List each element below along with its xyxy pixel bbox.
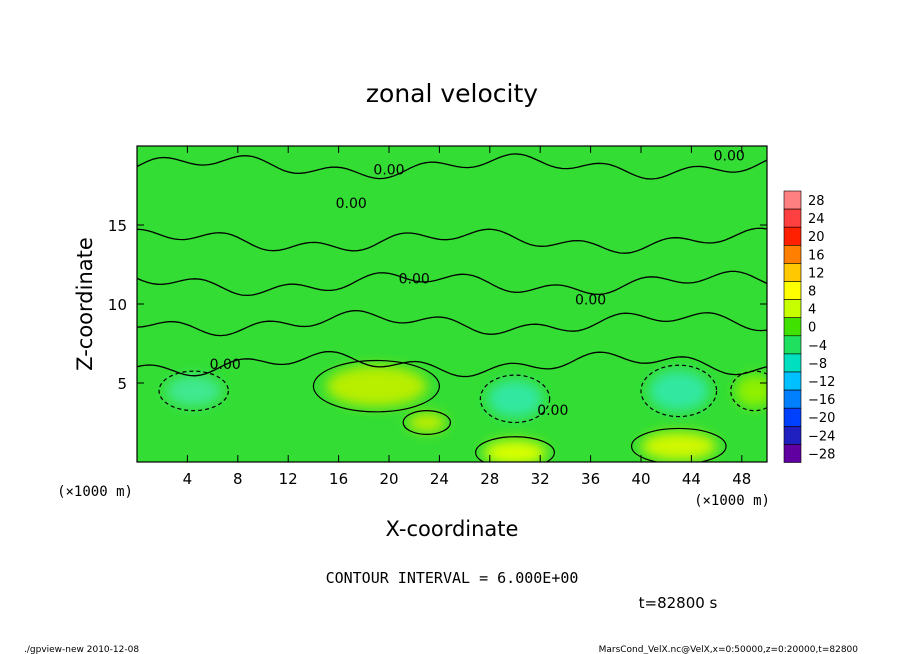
- x-tick-label: 24: [430, 470, 449, 488]
- colorbar-label: 0: [808, 321, 816, 336]
- colorbar-swatch: [783, 245, 802, 264]
- colorbar-label: −28: [808, 447, 835, 462]
- colorbar-swatch: [783, 317, 802, 337]
- x-tick-label: 4: [183, 470, 193, 488]
- y-axis-label: Z-coordinate: [73, 237, 97, 371]
- colorbar-label: 8: [808, 285, 816, 300]
- field-feature-negative: [487, 379, 543, 418]
- contour-line: [137, 350, 767, 378]
- y-tick-label: 5: [117, 375, 127, 393]
- colorbar-swatch: [783, 425, 802, 445]
- colorbar-label: −16: [808, 393, 835, 408]
- contour-loop-positive: [312, 359, 440, 413]
- contour-loop-negative: [479, 374, 551, 424]
- colorbar-swatch: [783, 353, 802, 373]
- field-feature-negative: [648, 370, 710, 412]
- contour-value-label: 0.00: [714, 148, 745, 164]
- x-tick-label: 12: [279, 470, 298, 488]
- x-unit-label-right: (×1000 m): [694, 493, 770, 509]
- y-tick-label: 10: [108, 296, 127, 314]
- colorbar-swatch: [783, 389, 802, 409]
- field-feature-positive: [407, 413, 446, 432]
- contour-interval-text: CONTOUR INTERVAL = 6.000E+00: [326, 569, 579, 587]
- time-text: t=82800 s: [639, 594, 718, 612]
- x-tick-label: 32: [531, 470, 550, 488]
- contour-line: [137, 309, 767, 337]
- contour-value-label: 0.00: [537, 403, 568, 419]
- colorbar-label: 12: [808, 266, 825, 281]
- x-tick-label: 36: [581, 470, 600, 488]
- contour-value-label: 0.00: [210, 357, 241, 373]
- x-tick-label: 8: [233, 470, 243, 488]
- colorbar-swatch: [783, 190, 802, 210]
- footer-right: MarsCond_VelX.nc@VelX,x=0:50000,z=0:2000…: [599, 645, 859, 654]
- field-feature-positive: [483, 439, 547, 462]
- plot-area: 0.000.000.000.000.000.000.00 4 8 12 16 20 24 2…: [108, 145, 768, 488]
- colorbar-swatch: [783, 263, 802, 282]
- colorbar-swatch: [783, 371, 802, 391]
- x-tick-label: 20: [379, 470, 398, 488]
- colorbar-swatch: [783, 299, 802, 319]
- field-feature-positive: [641, 431, 717, 461]
- colorbar: 28 24 20 16 12 8 4 0 −4 −8 −12 −16 −20 −24 −28: [783, 190, 835, 463]
- x-axis-label: X-coordinate: [386, 517, 519, 541]
- plot-background: [137, 146, 767, 462]
- contour-loop-negative: [158, 370, 229, 412]
- colorbar-swatch: [783, 208, 802, 228]
- colorbar-label: 16: [808, 248, 825, 263]
- field-feature-positive: [326, 365, 427, 407]
- x-tick-label: 40: [631, 470, 650, 488]
- x-tick-label: 48: [732, 470, 751, 488]
- colorbar-label: −12: [808, 375, 835, 390]
- y-tick-label: 15: [108, 217, 127, 235]
- field-feature-negative: [735, 375, 767, 407]
- footer-left: ./gpview-new 2010-12-08: [24, 645, 139, 654]
- contour-value-label: 0.00: [399, 272, 430, 288]
- chart-title: zonal velocity: [366, 79, 538, 108]
- colorbar-label: 24: [808, 212, 825, 227]
- contour-line: [137, 270, 767, 297]
- colorbar-label: −20: [808, 411, 835, 426]
- x-unit-label-left: (×1000 m): [57, 484, 133, 500]
- contour-loop-negative: [640, 364, 718, 418]
- contour-value-label: 0.00: [336, 196, 367, 212]
- colorbar-label: −4: [808, 339, 827, 354]
- x-tick-label: 28: [480, 470, 499, 488]
- colorbar-label: 4: [808, 303, 816, 318]
- contour-loop-positive: [630, 427, 727, 462]
- colorbar-label: −24: [808, 429, 835, 444]
- colorbar-label: −8: [808, 357, 827, 372]
- colorbar-swatch: [783, 226, 802, 246]
- contour-line: [137, 227, 767, 254]
- field-feature-negative: [165, 375, 222, 407]
- colorbar-swatch: [783, 281, 802, 300]
- colorbar-swatch: [783, 407, 802, 427]
- colorbar-label: 20: [808, 230, 825, 245]
- contour-loop-negative: [730, 370, 767, 412]
- contour-loop-positive: [402, 410, 452, 435]
- x-tick-label: 16: [329, 470, 348, 488]
- colorbar-label: 28: [808, 194, 825, 209]
- contour-value-label: 0.00: [373, 163, 404, 179]
- x-tick-label: 44: [682, 470, 701, 488]
- contour-value-label: 0.00: [575, 292, 606, 308]
- contour-line: [137, 153, 767, 180]
- colorbar-swatch: [783, 444, 802, 463]
- contour-loop-positive: [475, 436, 555, 462]
- colorbar-swatch: [783, 335, 802, 355]
